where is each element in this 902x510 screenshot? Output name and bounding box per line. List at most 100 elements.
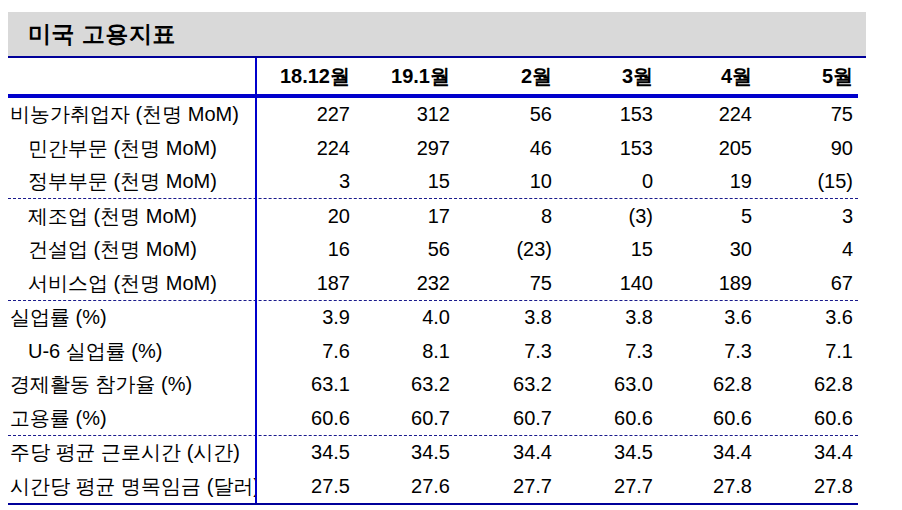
cell-value: 27.8: [653, 475, 752, 498]
cell-value: 232: [350, 272, 450, 295]
cell-value: 60.7: [450, 407, 552, 430]
cell-value: 224: [653, 103, 752, 126]
cell-value: 60.6: [653, 407, 752, 430]
cell-value: 16: [255, 238, 350, 261]
table-body: 비농가취업자 (천명 MoM)2273125615322475민간부문 (천명 …: [8, 98, 858, 503]
row-label: 민간부문 (천명 MoM): [8, 135, 255, 162]
cell-value: 67: [752, 272, 853, 295]
cell-value: 63.2: [350, 373, 450, 396]
column-header: 2월: [450, 63, 552, 90]
cell-value: 27.8: [752, 475, 853, 498]
cell-value: 10: [450, 170, 552, 193]
cell-value: 27.5: [255, 475, 350, 498]
cell-value: 3.9: [255, 306, 350, 329]
cell-value: 153: [552, 103, 653, 126]
cell-value: (23): [450, 238, 552, 261]
cell-value: 224: [255, 137, 350, 160]
cell-value: 4: [752, 238, 853, 261]
cell-value: 60.7: [350, 407, 450, 430]
cell-value: 5: [653, 205, 752, 228]
cell-value: 3.6: [653, 306, 752, 329]
cell-value: 189: [653, 272, 752, 295]
cell-value: 30: [653, 238, 752, 261]
cell-value: 34.5: [552, 441, 653, 464]
cell-value: 3.8: [450, 306, 552, 329]
cell-value: 20: [255, 205, 350, 228]
table-bottom-rule: [8, 503, 858, 505]
cell-value: 60.6: [552, 407, 653, 430]
cell-value: 62.8: [653, 373, 752, 396]
cell-value: 15: [350, 170, 450, 193]
table-row: 경제활동 참가율 (%)63.163.263.263.062.862.8: [8, 368, 858, 402]
cell-value: 0: [552, 170, 653, 193]
row-label: 제조업 (천명 MoM): [8, 203, 255, 230]
table-row: 건설업 (천명 MoM)1656(23)15304: [8, 233, 858, 267]
cell-value: 63.2: [450, 373, 552, 396]
row-label: 주당 평균 근로시간 (시간): [8, 439, 255, 466]
row-label: 실업률 (%): [8, 304, 255, 331]
table-row: 주당 평균 근로시간 (시간)34.534.534.434.534.434.4: [8, 436, 858, 470]
cell-value: 7.3: [653, 340, 752, 363]
cell-value: 8: [450, 205, 552, 228]
cell-value: 60.6: [752, 407, 853, 430]
cell-value: 63.1: [255, 373, 350, 396]
row-label: 서비스업 (천명 MoM): [8, 270, 255, 297]
cell-value: (15): [752, 170, 853, 193]
cell-value: 34.5: [350, 441, 450, 464]
column-header: 5월: [752, 63, 853, 90]
cell-value: 27.7: [552, 475, 653, 498]
cell-value: 205: [653, 137, 752, 160]
cell-value: 312: [350, 103, 450, 126]
table-row: 민간부문 (천명 MoM)2242974615320590: [8, 132, 858, 166]
cell-value: 34.4: [450, 441, 552, 464]
row-label: U-6 실업률 (%): [8, 338, 255, 365]
table-title: 미국 고용지표: [8, 19, 176, 50]
cell-value: 75: [450, 272, 552, 295]
cell-value: 15: [552, 238, 653, 261]
cell-value: 3.8: [552, 306, 653, 329]
cell-value: 90: [752, 137, 853, 160]
cell-value: 46: [450, 137, 552, 160]
row-label: 정부부문 (천명 MoM): [8, 168, 255, 195]
cell-value: 297: [350, 137, 450, 160]
table-row: 시간당 평균 명목임금 (달러)27.527.627.727.727.827.8: [8, 469, 858, 503]
cell-value: 4.0: [350, 306, 450, 329]
cell-value: 7.1: [752, 340, 853, 363]
cell-value: 63.0: [552, 373, 653, 396]
cell-value: 7.6: [255, 340, 350, 363]
table-row: 고용률 (%)60.660.760.760.660.660.6: [8, 402, 858, 436]
table-row: 실업률 (%)3.94.03.83.83.63.6: [8, 301, 858, 335]
cell-value: 56: [450, 103, 552, 126]
cell-value: 7.3: [552, 340, 653, 363]
row-label: 경제활동 참가율 (%): [8, 371, 255, 398]
column-header: 4월: [653, 63, 752, 90]
cell-value: 34.4: [653, 441, 752, 464]
table-row: U-6 실업률 (%)7.68.17.37.37.37.1: [8, 334, 858, 368]
row-label: 시간당 평균 명목임금 (달러): [8, 473, 255, 500]
column-header: 18.12월: [255, 63, 350, 90]
cell-value: 8.1: [350, 340, 450, 363]
cell-value: 60.6: [255, 407, 350, 430]
table-row: 서비스업 (천명 MoM)1872327514018967: [8, 267, 858, 301]
cell-value: 187: [255, 272, 350, 295]
table-row: 제조업 (천명 MoM)20178(3)53: [8, 199, 858, 233]
table-header-row: 18.12월 19.1월 2월 3월 4월 5월: [8, 58, 858, 94]
cell-value: 3.6: [752, 306, 853, 329]
cell-value: 19: [653, 170, 752, 193]
cell-value: 3: [752, 205, 853, 228]
cell-value: 62.8: [752, 373, 853, 396]
employment-indicators-table-page: 미국 고용지표 18.12월 19.1월 2월 3월 4월 5월 비농가취업자 …: [0, 0, 902, 510]
cell-value: 34.4: [752, 441, 853, 464]
cell-value: 227: [255, 103, 350, 126]
row-label: 비농가취업자 (천명 MoM): [8, 101, 255, 128]
column-header: 3월: [552, 63, 653, 90]
cell-value: 27.6: [350, 475, 450, 498]
cell-value: 34.5: [255, 441, 350, 464]
label-column-divider-rule: [255, 58, 257, 505]
row-label: 고용률 (%): [8, 405, 255, 432]
cell-value: 27.7: [450, 475, 552, 498]
column-header: 19.1월: [350, 63, 450, 90]
row-label: 건설업 (천명 MoM): [8, 236, 255, 263]
cell-value: 75: [752, 103, 853, 126]
table-row: 비농가취업자 (천명 MoM)2273125615322475: [8, 98, 858, 132]
